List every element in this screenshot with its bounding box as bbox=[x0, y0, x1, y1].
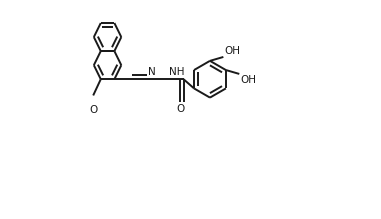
Text: N: N bbox=[148, 67, 155, 78]
Text: OH: OH bbox=[224, 46, 240, 56]
Text: O: O bbox=[89, 105, 97, 115]
Text: OH: OH bbox=[240, 75, 256, 85]
Text: O: O bbox=[177, 104, 185, 114]
Text: NH: NH bbox=[169, 67, 184, 78]
